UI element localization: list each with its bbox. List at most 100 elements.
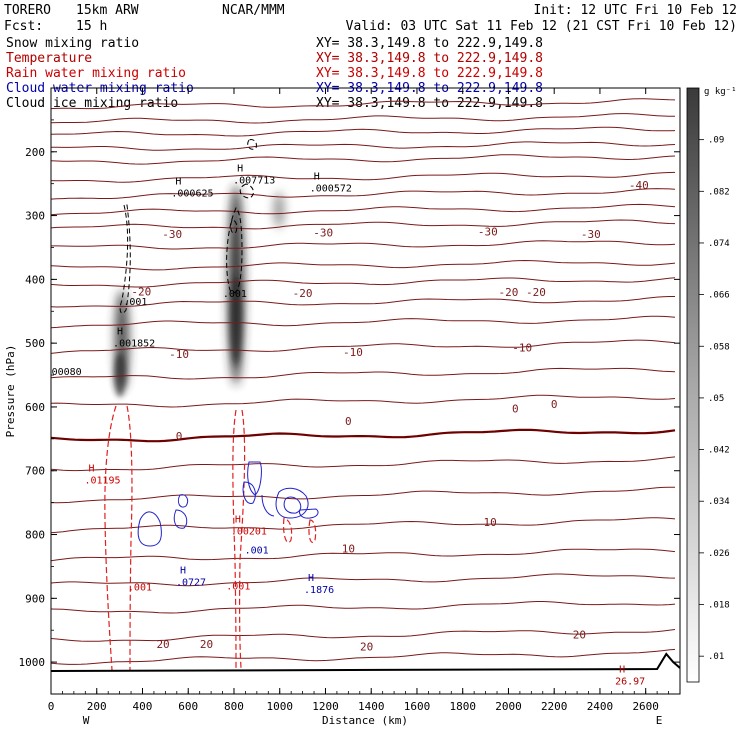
x-tick-label: 2600 [632, 700, 659, 713]
colorbar-tick-label: .026 [708, 549, 730, 559]
max-marker: H [237, 164, 243, 175]
legend-field-name: Temperature [6, 51, 92, 66]
isotherm [51, 98, 676, 110]
max-marker: H [314, 171, 320, 182]
temperature-label: 20 [156, 638, 169, 651]
max-marker: H [175, 176, 181, 187]
y-tick-label: 800 [25, 529, 45, 542]
x-tick-label: 600 [178, 700, 198, 713]
x-tick-label: 1000 [266, 700, 293, 713]
terrain-line [51, 652, 680, 672]
isotherm [51, 259, 676, 271]
y-tick-label: 1000 [19, 656, 46, 669]
max-value-label: .0727 [176, 578, 206, 589]
model-resolution: 15km ARW [76, 3, 139, 18]
center-name: NCAR/MMM [222, 3, 285, 18]
forecast-hours: 15 h [76, 19, 107, 34]
isotherm [51, 517, 676, 534]
max-value-label: .007713 [233, 176, 275, 187]
max-value-label: .001 [226, 581, 250, 592]
isotherm [51, 456, 676, 472]
x-tick-label: 800 [224, 700, 244, 713]
isotherm [51, 339, 676, 354]
max-value-label: .00080 [46, 367, 82, 378]
x-tick-label: 200 [87, 700, 107, 713]
temperature-label: -20 [499, 286, 519, 299]
x-axis-west-label: W [83, 714, 90, 727]
temperature-label: 20 [200, 638, 213, 651]
temperature-label: -20 [293, 287, 313, 300]
isotherm [51, 171, 676, 183]
temperature-label: -40 [629, 179, 649, 192]
max-value-label: .00201 [231, 527, 267, 538]
x-tick-label: 1400 [358, 700, 385, 713]
isotherm [51, 141, 676, 151]
y-tick-label: 200 [25, 146, 45, 159]
y-tick-label: 900 [25, 592, 45, 605]
temperature-label: 0 [512, 403, 519, 416]
legend-field-xy: XY= 38.3,149.8 to 222.9,149.8 [316, 51, 543, 66]
temperature-label: -10 [512, 341, 532, 354]
colorbar-tick-label: .01 [708, 652, 724, 662]
legend-field-xy: XY= 38.3,149.8 to 222.9,149.8 [316, 96, 543, 111]
temperature-label: -30 [478, 225, 498, 238]
isotherm [51, 394, 676, 408]
isotherm [51, 240, 676, 250]
max-value-label: 26.97 [615, 676, 645, 687]
colorbar-tick-label: .018 [708, 601, 730, 611]
colorbar-ticks: .01 .018 .026 .034 .042 .05 .058 .066 .074 .082 .0… [699, 136, 730, 662]
isotherm [51, 277, 676, 288]
field-legend: Snow mixing ratio XY= 38.3,149.8 to 222.9… [6, 36, 543, 111]
colorbar-tick-label: .05 [708, 394, 724, 404]
max-marker: H [180, 566, 186, 577]
colorbar-unit: g kg⁻¹ [704, 87, 737, 97]
colorbar-tick-label: .042 [708, 446, 730, 456]
model-name: TORERO [4, 3, 51, 18]
temperature-label: 0 [345, 415, 352, 428]
cloud-water-contours [137, 461, 319, 547]
isotherm [51, 219, 676, 230]
forecast-label: Fcst: [4, 19, 43, 34]
temperature-label: 0 [176, 430, 183, 443]
max-value-label: .001852 [113, 338, 155, 349]
colorbar-tick-label: .082 [708, 187, 730, 197]
temperature-label: -10 [343, 346, 363, 359]
valid-time: Valid: 03 UTC Sat 11 Feb 12 (21 CST Fri … [346, 19, 737, 34]
x-tick-label: 2400 [587, 700, 614, 713]
colorbar-ramp [686, 87, 700, 683]
colorbar-tick-label: .058 [708, 342, 730, 352]
x-tick-label: 2000 [495, 700, 522, 713]
x-axis: 0 200 400 600 800 1000 1200 1400 1600 1800 2000 220… [48, 88, 669, 713]
y-tick-label: 600 [25, 401, 45, 414]
temperature-label: 20 [360, 641, 373, 654]
temperature-contours [51, 98, 676, 665]
x-axis-east-label: E [656, 714, 663, 727]
x-tick-label: 0 [48, 700, 55, 713]
x-tick-label: 1200 [312, 700, 339, 713]
colorbar-tick-label: .034 [708, 497, 730, 507]
temperature-label: 10 [342, 542, 355, 555]
max-value-label: .001 [128, 583, 152, 594]
rain-water-contours [104, 405, 317, 671]
temperature-label: -30 [313, 227, 333, 240]
legend-field-name: Snow mixing ratio [6, 36, 139, 51]
colorbar-tick-label: .066 [708, 291, 730, 301]
isotherm [51, 648, 676, 665]
colorbar-tick-label: .09 [708, 136, 724, 146]
plot-area: -40 -30 -30 -30 -30 -20 -20 -20 -20 -10 -10 -10 0 0 0 0… [46, 98, 680, 688]
max-value-label: .001 [245, 546, 269, 557]
legend-field-name: Cloud ice mixing ratio [6, 96, 178, 111]
max-marker: H [117, 326, 123, 337]
contour-labels: -40 -30 -30 -30 -30 -20 -20 -20 -20 -10 -10 -10 0 0 0 0… [46, 164, 649, 688]
legend-field-name: Rain water mixing ratio [6, 66, 186, 81]
x-tick-label: 1800 [449, 700, 476, 713]
temperature-label: -20 [131, 285, 151, 298]
zero-isotherm [51, 428, 676, 443]
temperature-label: 10 [484, 516, 497, 529]
isotherm [51, 367, 676, 380]
y-tick-label: 400 [25, 273, 45, 286]
max-marker: H [619, 664, 625, 675]
